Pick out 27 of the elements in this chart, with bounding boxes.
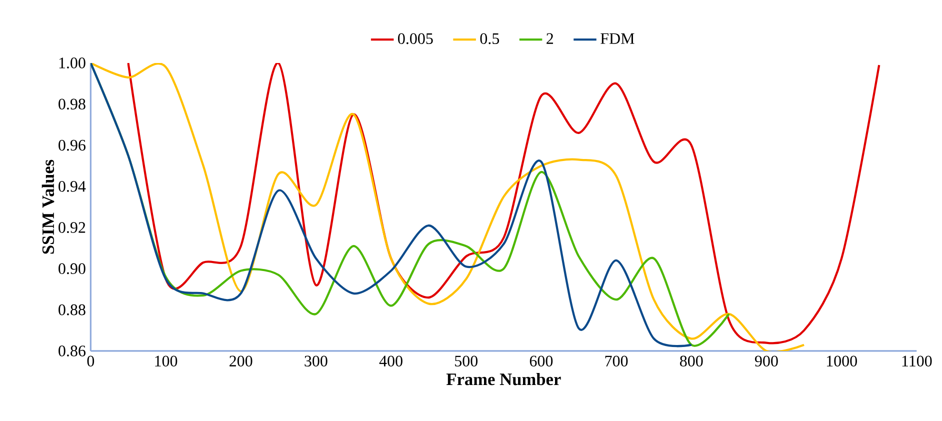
y-tick-label: 0.96 — [58, 140, 86, 151]
x-tick-label: 1000 — [826, 356, 857, 366]
x-tick-label: 200 — [230, 356, 252, 366]
y-tick-label: 0.94 — [58, 180, 86, 192]
x-tick-label: 600 — [530, 356, 553, 366]
legend-label: FDM — [600, 33, 634, 44]
line-series — [127, 63, 880, 344]
y-axis-title: SSIM Values — [42, 160, 54, 254]
legend-label: 0.005 — [398, 33, 433, 44]
x-tick-label: 400 — [379, 356, 402, 366]
x-axis-title: Frame Number — [446, 372, 561, 386]
y-tick-label: 0.90 — [58, 263, 86, 274]
y-tick-label: 0.92 — [58, 222, 86, 233]
y-tick-label: 0.88 — [58, 304, 86, 316]
x-tick-label: 900 — [755, 356, 778, 366]
y-tick-label: 1.00 — [59, 58, 86, 68]
x-tick-label: 700 — [605, 356, 628, 366]
x-tick-label: 300 — [304, 356, 328, 366]
x-tick-label: 100 — [155, 356, 178, 366]
legend-label: 2 — [546, 33, 553, 44]
x-tick-label: 1100 — [902, 356, 932, 366]
y-tick-label: 0.86 — [58, 346, 86, 356]
x-tick-label: 800 — [680, 356, 703, 366]
x-tick-label: 0 — [87, 356, 94, 366]
legend-label: 0.5 — [480, 33, 500, 44]
x-tick-label: 500 — [455, 356, 478, 366]
y-tick-label: 0.98 — [58, 98, 86, 110]
